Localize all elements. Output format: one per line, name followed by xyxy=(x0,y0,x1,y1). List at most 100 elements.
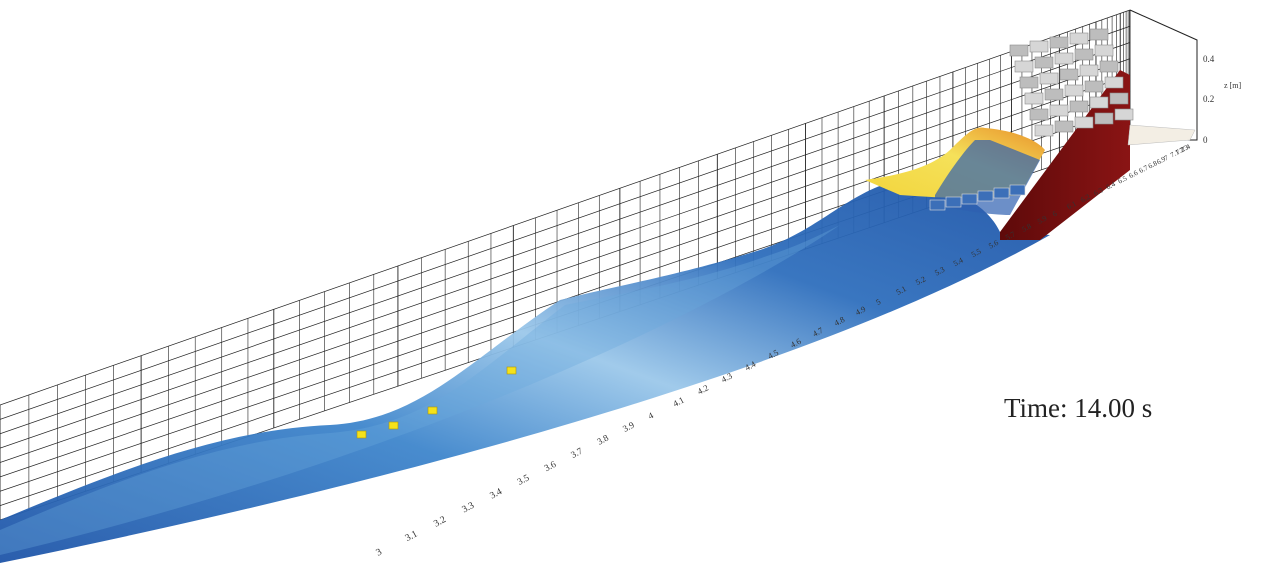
toe-block xyxy=(993,187,1010,199)
x-axis-tick-label: 4.8 xyxy=(833,315,846,328)
time-readout: Time: 14.00 s xyxy=(1004,393,1152,424)
x-axis-tick-label: 6.3 xyxy=(1092,185,1105,197)
x-axis-tick-label: 6.2 xyxy=(1079,192,1092,204)
armor-block xyxy=(1034,124,1054,137)
armor-block xyxy=(1029,40,1049,53)
water-crest-sheen xyxy=(0,225,840,555)
time-value: 14.00 xyxy=(1074,393,1136,423)
armor-block xyxy=(1074,116,1094,129)
x-axis-tick-label: 4.2 xyxy=(696,382,710,396)
grid-horizontal-line xyxy=(0,42,1131,435)
x-axis-tick-label: 3.2 xyxy=(432,514,448,530)
armor-block xyxy=(1079,64,1099,77)
armor-block xyxy=(1089,96,1109,109)
grid-horizontal-line xyxy=(0,90,1131,478)
armor-block xyxy=(1034,56,1054,69)
x-axis-tick-label: 4.6 xyxy=(789,336,803,350)
x-axis-tick-label: 4.9 xyxy=(854,305,867,318)
grid-horizontal-line xyxy=(0,74,1131,463)
x-axis-tick-label: 6.4 xyxy=(1105,179,1118,191)
armor-block xyxy=(1089,28,1109,41)
armor-block xyxy=(1024,92,1044,105)
armor-block xyxy=(1059,68,1079,81)
x-axis-tick-label: 3.3 xyxy=(460,500,476,515)
x-axis-tick-label: 5.3 xyxy=(933,265,946,278)
x-axis-tick-label: 3 xyxy=(374,547,384,559)
armor-blocks xyxy=(929,28,1134,211)
armor-block xyxy=(1039,72,1059,85)
x-axis-tick-label: 4.3 xyxy=(720,371,734,385)
wave-gauge-marker-4 xyxy=(506,366,517,375)
x-axis-tick-label: 3.4 xyxy=(488,486,504,501)
toe-block xyxy=(1009,184,1026,196)
armor-block xyxy=(1084,80,1104,93)
x-axis-tick-label: 6.1 xyxy=(1065,199,1078,211)
armor-block xyxy=(1044,88,1064,101)
armor-block xyxy=(1014,60,1034,73)
x-axis-tick-label: 5.1 xyxy=(895,284,908,297)
x-axis-tick-label: 5.2 xyxy=(914,274,927,287)
flume-floor-right xyxy=(1127,124,1196,146)
x-axis-tick-label: 7.1 xyxy=(1169,148,1181,159)
x-axis-tick-label: 5 xyxy=(875,297,883,307)
x-axis-tick-label: 4.1 xyxy=(671,395,685,409)
x-axis-tick-label: 5.7 xyxy=(1004,229,1017,242)
x-axis-tick-label: 6.6 xyxy=(1128,169,1140,180)
armor-block xyxy=(1049,104,1069,117)
flume-end-frame xyxy=(1129,9,1198,141)
armor-block xyxy=(1054,120,1074,133)
x-axis-tick-label: 3.9 xyxy=(621,419,636,433)
z-axis-label: z [m] xyxy=(1224,81,1241,90)
x-axis-tick-label: 4.7 xyxy=(811,326,824,339)
x-axis-tick-label: 3.5 xyxy=(516,473,531,488)
armor-block xyxy=(1049,36,1069,49)
x-axis-tick-label: 5.6 xyxy=(987,238,1000,251)
armor-block xyxy=(1099,60,1119,73)
toe-block xyxy=(929,199,946,211)
armor-block xyxy=(1094,112,1114,125)
runup-blue-edge xyxy=(935,140,1040,215)
toe-block xyxy=(977,190,994,202)
armor-block xyxy=(1114,108,1134,121)
x-axis-tick-label: 7 xyxy=(1163,154,1170,163)
armor-block xyxy=(1064,84,1084,97)
x-axis-tick-label: 3.8 xyxy=(595,432,610,446)
x-axis-tick-label: 5.8 xyxy=(1020,221,1033,233)
x-axis-tick-label: 7.4 xyxy=(1180,142,1192,153)
x-axis-tick-label: 3.7 xyxy=(570,446,585,460)
x-axis-tick-label: 6.8 xyxy=(1147,159,1159,170)
armor-block xyxy=(1069,32,1089,45)
grid-horizontal-line xyxy=(0,58,1131,449)
x-axis-ticks: 3 3.1 3.2 3.3 3.4 3.5 3.6 3.7 3.8 3.9 4 4.1 4.2 4.3 4.… xyxy=(374,142,1192,558)
x-axis-tick-label: 4.4 xyxy=(743,358,758,372)
armor-block xyxy=(1094,44,1114,57)
armor-block xyxy=(1054,52,1074,65)
x-axis-tick-label: 4 xyxy=(646,410,655,421)
armor-block xyxy=(1104,76,1124,89)
x-axis-tick-label: 7.3 xyxy=(1178,143,1190,154)
armor-block xyxy=(1109,92,1129,105)
z-axis-tick-0: 0 xyxy=(1203,135,1208,145)
x-axis-tick-label: 3.6 xyxy=(543,460,558,474)
grid-horizontal-line xyxy=(0,25,1131,420)
x-axis-tick-label: 5.9 xyxy=(1036,214,1049,226)
armor-block xyxy=(1029,108,1049,121)
breakwater-slope xyxy=(1000,70,1130,240)
armor-block xyxy=(1019,76,1039,89)
armor-block xyxy=(1069,100,1089,113)
time-label: Time: xyxy=(1004,393,1068,423)
x-axis-tick-label: 7.2 xyxy=(1174,145,1186,156)
wave-gauge-marker-1 xyxy=(356,430,367,439)
x-axis-tick-label: 5.4 xyxy=(952,256,965,269)
x-axis-tick-label: 4.5 xyxy=(766,347,780,361)
x-axis-tick-label: 5.5 xyxy=(970,247,983,260)
armor-block xyxy=(1074,48,1094,61)
x-axis-tick-label: 6.5 xyxy=(1117,174,1129,185)
toe-block xyxy=(961,193,978,205)
x-axis-tick-label: 3.1 xyxy=(403,529,419,545)
x-axis-tick-label: 6 xyxy=(1051,209,1059,219)
armor-block xyxy=(1009,44,1029,57)
wave-gauge-marker-2 xyxy=(388,421,399,430)
